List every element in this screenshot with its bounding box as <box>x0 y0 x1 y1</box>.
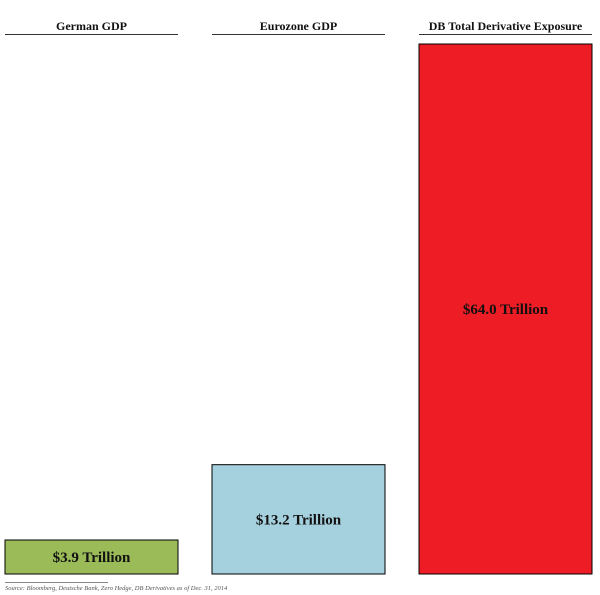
bar-2 <box>418 43 593 575</box>
source-divider <box>5 582 108 583</box>
bar-value-label-2: $64.0 Trillion <box>463 302 549 318</box>
bar-1 <box>211 464 386 575</box>
category-headers: German GDP Eurozone GDP DB Total Derivativ… <box>5 19 592 35</box>
category-label-2: DB Total Derivative Exposure <box>429 19 583 33</box>
category-label-1: Eurozone GDP <box>260 19 337 33</box>
bar-value-label-0: $3.9 Trillion <box>53 550 131 566</box>
category-label-0: German GDP <box>56 19 127 33</box>
bar-value-labels: $3.9 Trillion $13.2 Trillion $64.0 Trillio… <box>53 302 549 566</box>
bar-value-label-1: $13.2 Trillion <box>256 512 342 528</box>
bar-0 <box>4 539 179 575</box>
source-note: Source: Bloomberg, Deutsche Bank, Zero H… <box>5 585 228 592</box>
bars <box>4 43 593 575</box>
